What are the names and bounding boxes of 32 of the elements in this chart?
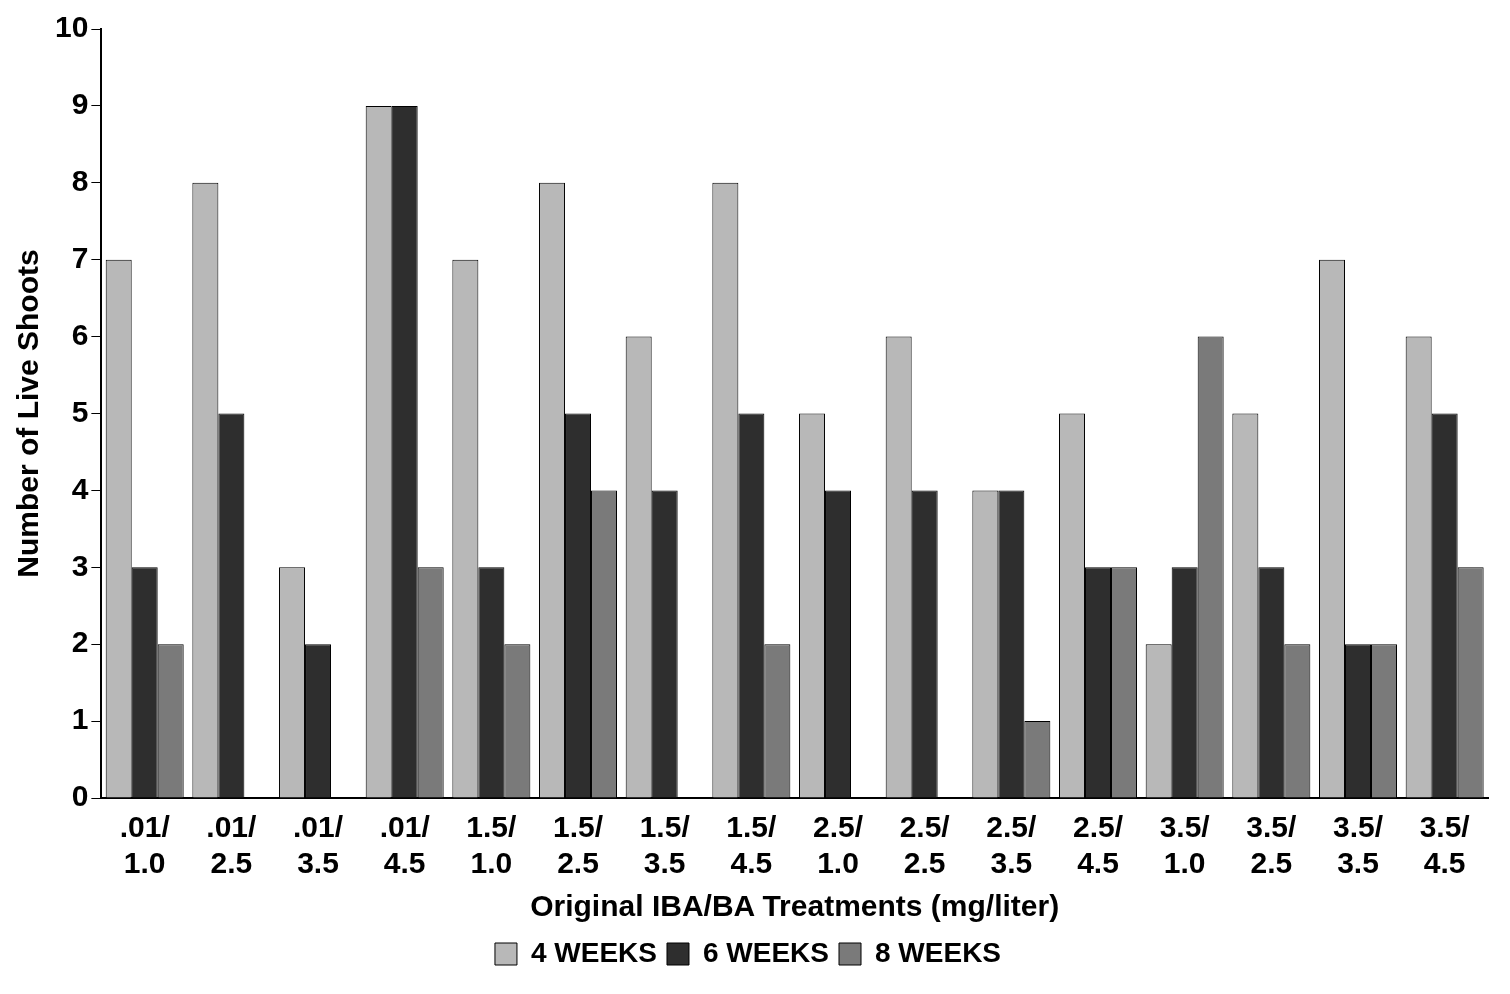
x-axis-title: Original IBA/BA Treatments (mg/liter) [530,889,1060,923]
y-tick-label: 10 [54,10,89,44]
x-tick-label: 2.5/ 4.5 [1072,810,1124,880]
x-tick-label: .01/ 2.5 [206,810,258,880]
y-tick-label: 5 [71,394,89,428]
x-tick-label: 2.5/ 3.5 [986,810,1038,880]
x-tick-label: 2.5/ 2.5 [899,810,951,880]
x-tick-label: 1.5/ 4.5 [726,810,778,880]
y-tick-label: 8 [71,164,89,198]
legend-label: 6 WEEKS [702,936,830,968]
y-tick-label: 0 [71,779,89,813]
x-tick-label: 1.5/ 2.5 [553,810,604,880]
y-tick-label: 7 [71,240,89,274]
x-tick-label: 3.5/ 2.5 [1246,810,1298,880]
x-tick-label: 2.5/ 1.0 [812,810,864,880]
y-tick-label: 1 [71,702,89,736]
legend-label: 4 WEEKS [530,936,657,968]
legend-label: 8 WEEKS [875,936,1002,968]
y-tick-label: 9 [71,87,89,121]
y-tick-label: 3 [71,548,89,582]
y-tick-label: 2 [71,625,89,659]
x-tick-label: 3.5/ 3.5 [1332,810,1384,880]
y-tick-label: 4 [71,471,89,505]
x-tick-label: .01/ 3.5 [293,810,344,880]
y-axis-title: Number of Live Shoots [11,249,45,578]
x-tick-label: .01/ 1.0 [119,810,171,880]
x-tick-label: 1.5/ 3.5 [639,810,691,880]
x-tick-label: 3.5/ 1.0 [1159,810,1211,880]
x-tick-label: 1.5/ 1.0 [466,810,518,880]
y-tick-label: 6 [71,317,89,351]
x-tick-label: 3.5/ 4.5 [1419,810,1471,880]
x-tick-label: .01/ 4.5 [379,810,431,880]
